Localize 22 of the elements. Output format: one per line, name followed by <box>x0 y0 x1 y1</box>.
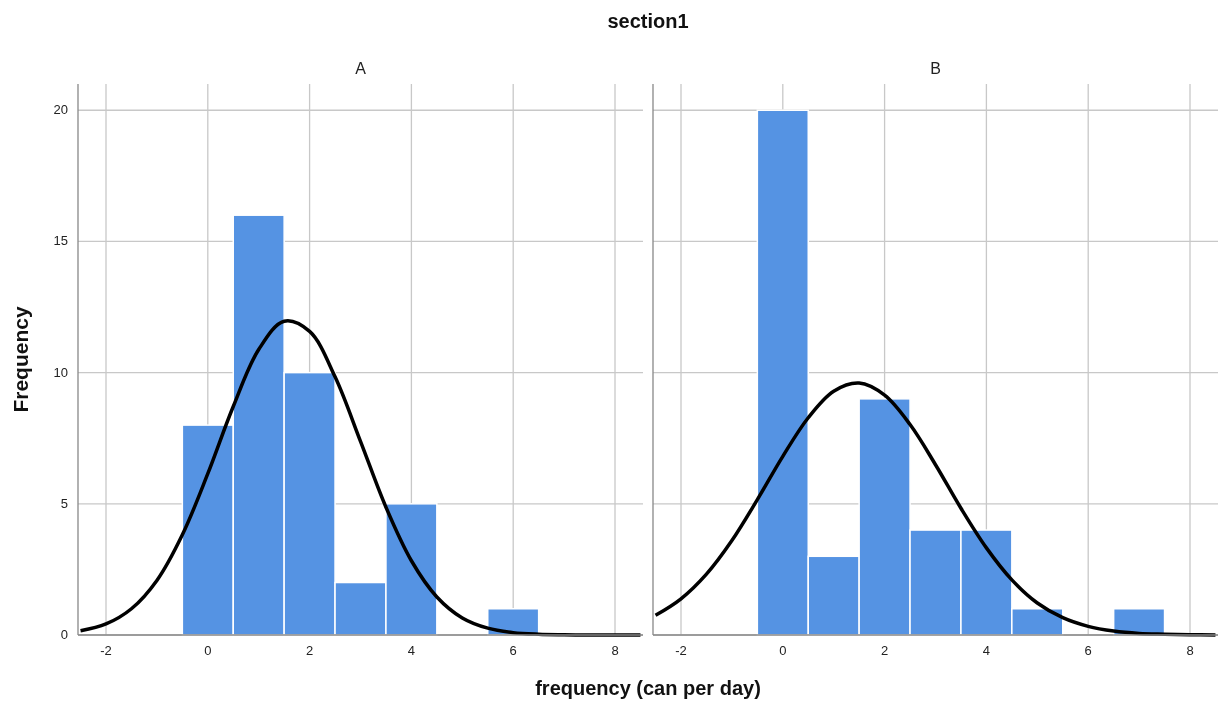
x-tick-label: 4 <box>982 643 991 658</box>
x-tick-label: 2 <box>880 643 889 658</box>
y-tick-label: 20 <box>53 102 68 118</box>
x-tick-label: -2 <box>675 643 687 658</box>
x-tick-label: 8 <box>1186 643 1194 658</box>
x-tick-label: -2 <box>100 643 112 658</box>
x-tick-label: 2 <box>305 643 314 658</box>
y-tick-label: 15 <box>53 233 68 249</box>
x-tick-label: 8 <box>611 643 619 658</box>
x-axis-title: frequency (can per day) <box>535 677 761 699</box>
y-tick-label: 0 <box>60 627 68 642</box>
x-tick-label: 6 <box>1084 643 1092 658</box>
y-axis-title: Frequency <box>9 306 32 413</box>
text: section1 <box>607 10 689 32</box>
chart-title: A <box>355 60 367 77</box>
x-tick-label: 0 <box>779 643 787 658</box>
chart-title: B <box>930 60 941 77</box>
x-tick-label: 4 <box>407 643 416 658</box>
y-tick-label: 5 <box>60 495 68 511</box>
x-tick-label: 0 <box>204 643 212 658</box>
y-tick-label: 10 <box>53 364 68 380</box>
x-tick-label: 6 <box>509 643 517 658</box>
